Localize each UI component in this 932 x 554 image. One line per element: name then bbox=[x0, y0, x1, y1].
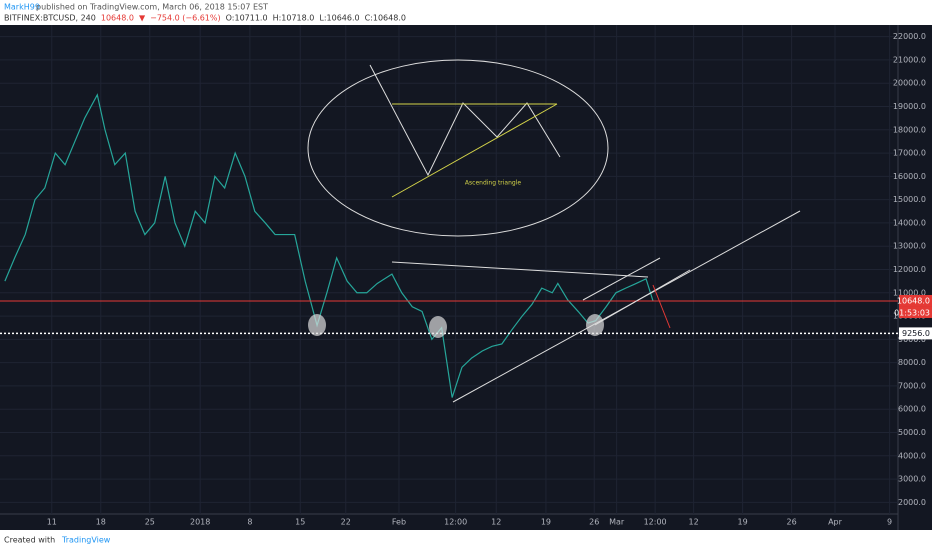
x-tick-label: 12:00 bbox=[444, 518, 467, 527]
countdown-tag bbox=[899, 306, 932, 318]
y-tick-label: 11000.0 bbox=[893, 288, 926, 297]
published: published on TradingView.com, March 06, … bbox=[36, 3, 268, 12]
y-tick-label: 7000.0 bbox=[898, 381, 926, 390]
x-tick-label: 22 bbox=[341, 518, 351, 527]
price-tag bbox=[899, 294, 932, 307]
y-tick-label: 18000.0 bbox=[893, 125, 926, 134]
legend-arrow: ▼ bbox=[139, 14, 146, 23]
price-line bbox=[4, 93, 654, 398]
y-tick-label: 12000.0 bbox=[893, 265, 926, 274]
x-tick-label: 12 bbox=[689, 518, 699, 527]
y-tick-label: 5000.0 bbox=[898, 428, 926, 437]
chart-area bbox=[0, 25, 932, 530]
x-tick-label: 19 bbox=[541, 518, 551, 527]
x-tick-label: 25 bbox=[145, 518, 155, 527]
x-tick-label: Apr bbox=[828, 518, 843, 527]
x-tick-label: Mar bbox=[609, 518, 625, 527]
y-tick-label: 17000.0 bbox=[893, 149, 926, 158]
legend-open: O:10711.0 bbox=[226, 14, 268, 23]
x-tick-label: Feb bbox=[392, 518, 406, 527]
x-tick-label: 19 bbox=[738, 518, 748, 527]
y-tick-label: 4000.0 bbox=[898, 451, 926, 460]
legend-low: L:10646.0 bbox=[319, 14, 359, 23]
x-tick-label: 2018 bbox=[190, 518, 210, 527]
y-tick-label: 19000.0 bbox=[893, 102, 926, 111]
price-tag-label: 10648.0 bbox=[897, 296, 930, 305]
footer-brand[interactable]: TradingView bbox=[61, 536, 111, 545]
annotation: Ascending triangle bbox=[465, 180, 521, 187]
plot: 2000.0 3000.0 4000.0 5000.0 6000.0 7000.0 8000… bbox=[0, 25, 932, 527]
marker bbox=[429, 316, 447, 338]
support-tag-label: 9256.0 bbox=[902, 329, 930, 338]
trendline bbox=[391, 261, 649, 278]
legend-symbol: BITFINEX:BTCUSD, 240 bbox=[4, 14, 96, 23]
y-tick-label: 16000.0 bbox=[893, 172, 926, 181]
y-tick-label: 14000.0 bbox=[893, 218, 926, 227]
y-tick-label: 15000.0 bbox=[893, 195, 926, 204]
legend-close: C:10648.0 bbox=[365, 14, 406, 23]
pattern-sketch bbox=[369, 64, 561, 177]
legend-high: H:10718.0 bbox=[273, 14, 315, 23]
x-tick-label: 12 bbox=[491, 518, 501, 527]
legend-change: −754.0 (−6.61%) bbox=[150, 14, 221, 23]
y-tick-label: 8000.0 bbox=[898, 358, 926, 367]
arrow bbox=[652, 284, 671, 329]
y-tick-label: 6000.0 bbox=[898, 405, 926, 414]
marker bbox=[586, 314, 604, 336]
x-tick-label: 26 bbox=[787, 518, 797, 527]
footer bbox=[0, 530, 932, 550]
y-tick-label: 2000.0 bbox=[898, 498, 926, 507]
author[interactable]: MarkH99 bbox=[4, 3, 40, 12]
drawings bbox=[307, 59, 801, 403]
y-tick-label: 13000.0 bbox=[893, 242, 926, 251]
support-sketch bbox=[391, 103, 558, 198]
countdown: 01:53:03 bbox=[894, 308, 930, 317]
y-tick-label: 3000.0 bbox=[898, 475, 926, 484]
marker bbox=[308, 314, 326, 336]
ellipse bbox=[307, 59, 609, 237]
support-tag bbox=[899, 327, 932, 340]
y-tick-label: 22000.0 bbox=[893, 32, 926, 41]
x-tick-label: 15 bbox=[295, 518, 305, 527]
x-tick-label: 26 bbox=[589, 518, 599, 527]
x-tick-label: 9 bbox=[887, 518, 892, 527]
x-tick-label: 18 bbox=[96, 518, 106, 527]
legend: BITFINEX:BTCUSD, 240 10648.0 ▼ −754.0 (−6.6… bbox=[4, 14, 406, 23]
x-tick-label: 12:00 bbox=[644, 518, 667, 527]
y-tick-label: 21000.0 bbox=[893, 55, 926, 64]
x-tick-label: 8 bbox=[247, 518, 252, 527]
footer-created: Created with bbox=[4, 536, 55, 545]
legend-last: 10648.0 bbox=[101, 14, 134, 23]
wedge-line bbox=[594, 269, 691, 326]
y-tick-label: 20000.0 bbox=[893, 79, 926, 88]
x-tick-label: 11 bbox=[47, 518, 57, 527]
wedge-line bbox=[582, 257, 661, 301]
